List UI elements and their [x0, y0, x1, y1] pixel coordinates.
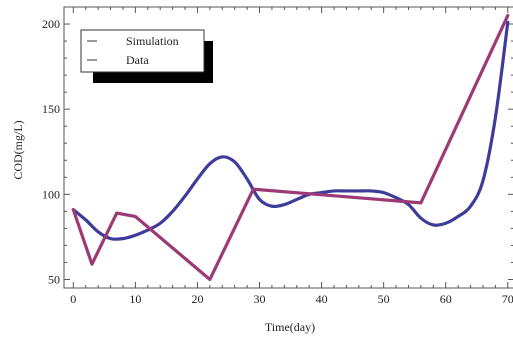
x-tick-label: 20 — [191, 292, 203, 306]
y-axis-label: COD(mg/L) — [11, 120, 25, 179]
x-tick-label: 40 — [316, 292, 328, 306]
y-tick-label: 200 — [42, 17, 60, 31]
series-layer — [71, 13, 510, 282]
x-tick-label: 30 — [254, 292, 266, 306]
x-tick-label: 70 — [502, 292, 513, 306]
x-axis-label: Time(day) — [265, 320, 315, 334]
y-tick-label: 50 — [48, 272, 60, 286]
plot-frame — [63, 6, 513, 289]
x-tick-label: 50 — [378, 292, 390, 306]
x-tick-label: 60 — [440, 292, 452, 306]
axis-ticks: 0 10 20 30 40 50 60 70 50 100 150 200 — [42, 7, 513, 306]
legend-label-simulation: Simulation — [126, 34, 179, 48]
y-tick-label: 100 — [42, 187, 60, 201]
x-tick-label: 10 — [129, 292, 141, 306]
legend: Simulation Data — [80, 29, 213, 83]
y-tick-label: 150 — [42, 102, 60, 116]
legend-label-data: Data — [126, 53, 149, 67]
legend-box — [80, 29, 205, 73]
x-tick-label: 0 — [70, 292, 76, 306]
series-line-data — [71, 13, 510, 282]
series-line-simulation — [71, 20, 510, 241]
